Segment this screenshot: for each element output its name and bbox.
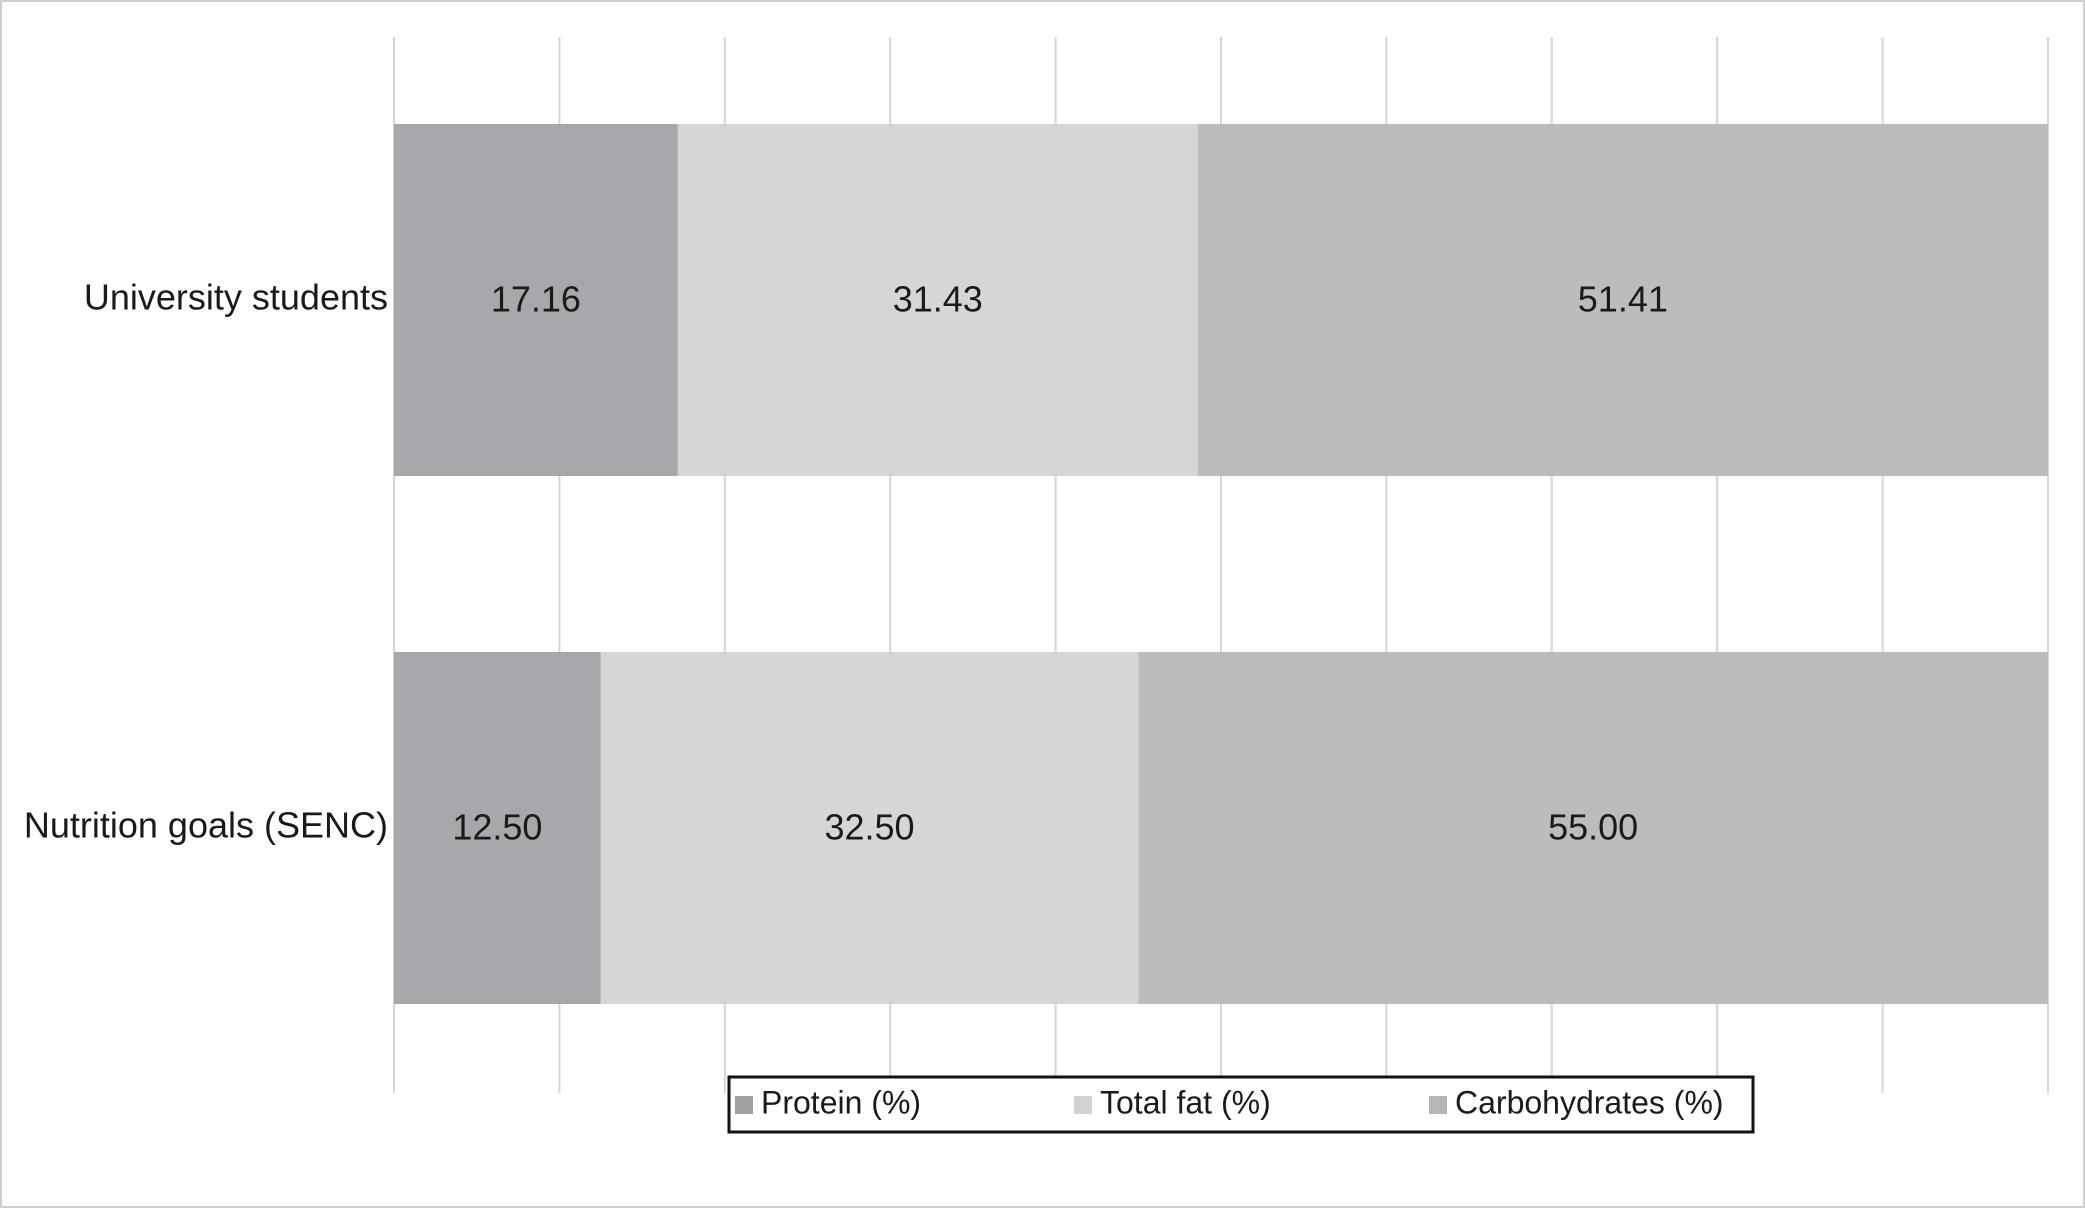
bar-segment [1197,124,2048,476]
legend-label: Protein (%) [761,1084,921,1120]
y-tick-label: Nutrition goals (SENC) [24,805,388,846]
data-label: 51.41 [1578,279,1668,320]
data-label: 31.43 [893,279,983,320]
bar-segment [394,124,678,476]
legend-swatch [735,1096,753,1114]
bar-segment [394,652,601,1004]
data-label: 32.50 [824,807,914,848]
y-tick-label: University students [84,277,388,318]
legend-label: Total fat (%) [1100,1084,1271,1120]
data-label: 17.16 [491,279,581,320]
legend-swatch [1429,1096,1447,1114]
bar-segment [600,652,1139,1004]
bar-segment [677,124,1198,476]
legend-swatch [1074,1096,1092,1114]
data-label: 12.50 [452,807,542,848]
data-label: 55.00 [1548,807,1638,848]
bar-segment [1138,652,2048,1004]
legend-label: Carbohydrates (%) [1455,1084,1724,1120]
legend-box [727,1075,1755,1134]
